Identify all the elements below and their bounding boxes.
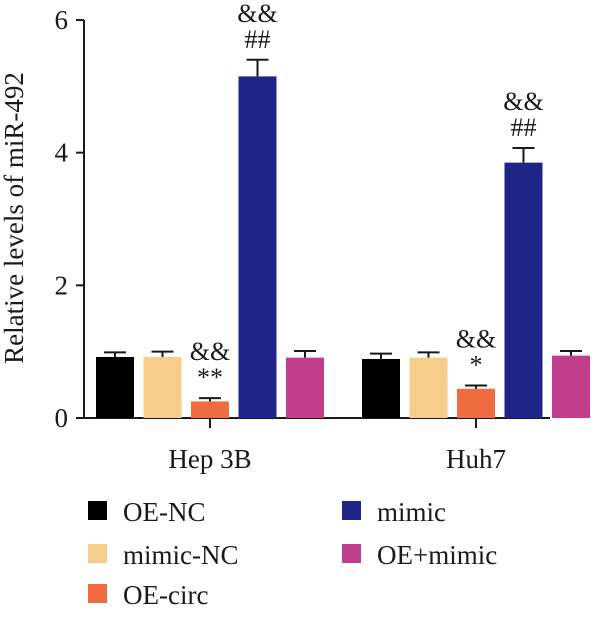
significance-annotations: &&**&&##&&*&&## — [190, 0, 544, 392]
legend-label: OE+mimic — [377, 540, 497, 570]
y-axis-label: Relative levels of miR-492 — [0, 72, 29, 364]
legend-label: mimic-NC — [123, 540, 239, 570]
x-tick-label: Hep 3B — [168, 444, 251, 474]
significance-mark: ** — [197, 363, 223, 392]
y-tick-label: 0 — [55, 403, 69, 433]
legend-swatch — [342, 544, 361, 563]
legend-swatch — [88, 584, 107, 603]
bar-huh7-mimic-nc — [409, 357, 448, 418]
legend-label: mimic — [377, 497, 446, 527]
x-tick-label: Huh7 — [446, 444, 506, 474]
legend-item: mimic — [342, 497, 446, 527]
legend-item: OE-circ — [88, 580, 208, 610]
significance-mark: ## — [245, 25, 271, 54]
legend: OE-NC mimic-NC OE-circ mimic OE+mimic — [88, 497, 497, 610]
significance-mark: ## — [511, 113, 537, 142]
legend-swatch — [88, 544, 107, 563]
y-tick-label: 2 — [55, 270, 69, 300]
legend-item: OE-NC — [88, 497, 206, 527]
significance-mark: && — [237, 0, 277, 28]
significance-mark: && — [190, 337, 230, 366]
legend-swatch — [88, 501, 107, 520]
bar-huh7-oe-circ — [457, 388, 495, 418]
bar-huh7-oe-nc — [362, 358, 400, 418]
bar-hep-3b-oe-nc — [96, 356, 134, 418]
bar-hep-3b-mimic — [238, 76, 277, 418]
legend-swatch — [342, 501, 361, 520]
significance-mark: && — [503, 87, 543, 116]
bars — [96, 58, 590, 418]
legend-item: OE+mimic — [342, 540, 497, 570]
significance-mark: * — [470, 350, 483, 379]
significance-mark: && — [456, 324, 496, 353]
bar-hep-3b-oe-circ — [191, 401, 229, 418]
legend-label: OE-circ — [123, 580, 208, 610]
y-tick-label: 6 — [55, 5, 69, 35]
bar-huh7-oe-mimic — [552, 355, 590, 418]
bar-hep-3b-oe-mimic — [286, 357, 324, 418]
y-tick-label: 4 — [55, 138, 69, 168]
bar-hep-3b-mimic-nc — [143, 356, 182, 418]
legend-label: OE-NC — [123, 497, 206, 527]
legend-item: mimic-NC — [88, 540, 239, 570]
bar-huh7-mimic — [504, 162, 543, 418]
